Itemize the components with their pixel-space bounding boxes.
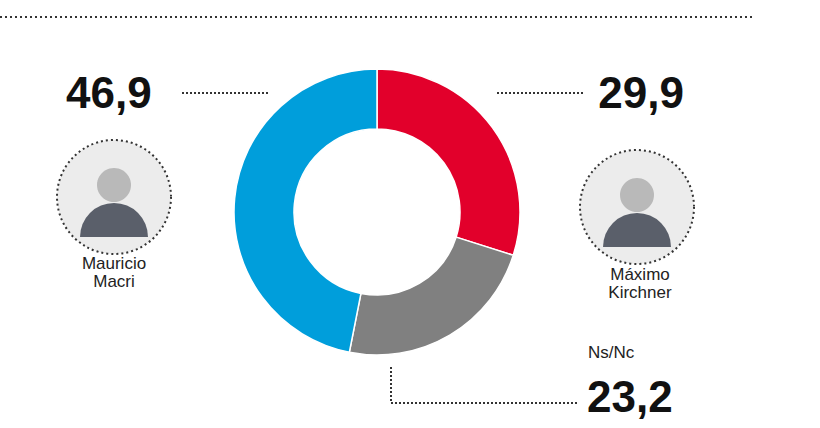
svg-text:Kirchner: Kirchner [608, 283, 672, 302]
svg-text:Máximo: Máximo [610, 265, 670, 284]
svg-text:23,2: 23,2 [587, 372, 673, 421]
svg-text:46,9: 46,9 [66, 68, 152, 117]
svg-text:Mauricio: Mauricio [82, 254, 146, 273]
svg-text:Macri: Macri [93, 272, 135, 291]
svg-text:29,9: 29,9 [598, 68, 684, 117]
svg-text:Ns/Nc: Ns/Nc [588, 343, 635, 362]
